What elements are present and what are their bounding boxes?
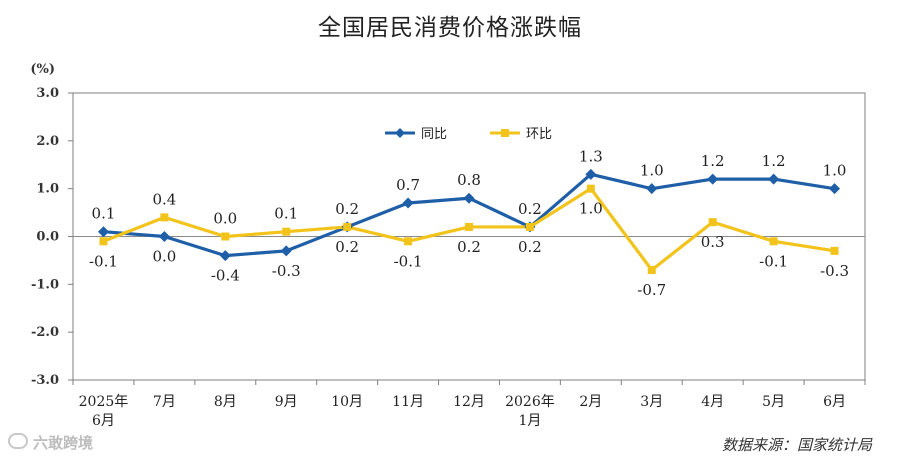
x-tick-label-line: 4月: [701, 394, 724, 410]
x-tick-label: 10月: [331, 394, 363, 410]
data-label-0: 1.2: [701, 152, 725, 170]
x-tick-label-line: 3月: [640, 394, 663, 410]
x-tick-label-line: 2026年: [505, 394, 555, 410]
y-tick-label: 0.0: [36, 230, 59, 245]
series-point-0: [280, 245, 292, 257]
x-tick-label: 2026年 1月: [505, 394, 555, 429]
x-tick-label: 12月: [453, 394, 485, 410]
data-label-0: 0.0: [152, 248, 176, 266]
data-label-0: 1.0: [823, 162, 847, 180]
x-tick-label-line: 6月: [823, 394, 846, 410]
series-point-0: [768, 173, 780, 185]
x-tick-label: 6月: [823, 394, 846, 410]
series-point-0: [707, 173, 719, 185]
plot-area: 3.0 2.0 1.0 0.0 -1.0 -2.0 -3.0 (%) 2025年 6月 7月 8月 9月…: [30, 62, 866, 429]
data-label-1: -0.3: [820, 262, 849, 280]
series-point-0: [158, 231, 170, 242]
data-label-0: 0.2: [335, 200, 359, 218]
series-point-1: [221, 232, 230, 241]
x-tick-label-line: 2月: [579, 394, 602, 410]
x-tick-label: 11月: [392, 394, 424, 410]
data-label-1: 0.1: [274, 205, 298, 223]
legend-marker-0: [395, 128, 405, 138]
x-tick-label-line: 6月: [92, 413, 115, 429]
watermark-text: 六敢跨境: [33, 434, 94, 452]
series-point-1: [586, 184, 595, 193]
series-point-1: [160, 213, 169, 222]
series-point-0: [97, 226, 109, 238]
series-point-1: [647, 265, 656, 274]
data-source-note: 数据来源：国家统计局: [721, 436, 872, 454]
series-point-0: [402, 197, 414, 209]
data-label-0: -0.3: [272, 262, 301, 280]
data-label-1: 0.2: [457, 238, 481, 256]
data-label-0: 0.2: [518, 200, 542, 218]
series-point-0: [585, 168, 597, 180]
data-label-0: 1.0: [640, 162, 664, 180]
series-point-0: [219, 250, 231, 262]
data-label-0: 0.8: [457, 171, 481, 189]
x-tick-label-line: 8月: [214, 394, 237, 410]
series-point-0: [829, 183, 841, 195]
data-label-1: -0.1: [759, 252, 788, 270]
x-tick-label-line: 7月: [153, 394, 176, 410]
series-point-0: [463, 192, 475, 204]
x-tick-label-line: 12月: [453, 394, 485, 410]
x-tick-label-line: 2025年: [79, 394, 129, 410]
watermark-icon: [8, 433, 28, 449]
data-label-1: 1.0: [579, 200, 603, 218]
data-label-0: 1.3: [579, 147, 603, 165]
series-point-1: [830, 246, 839, 255]
x-tick-label: 5月: [762, 394, 785, 410]
data-label-0: 1.2: [762, 152, 786, 170]
data-label-1: -0.1: [394, 252, 423, 270]
x-tick-label-line: 1月: [518, 413, 541, 429]
x-tick-label-line: 11月: [392, 394, 424, 410]
series-point-1: [465, 222, 473, 231]
x-tick-label: 7月: [153, 394, 176, 410]
legend-label-0: 同比: [421, 127, 447, 142]
x-tick-label-line: 10月: [331, 394, 363, 410]
data-label-1: -0.1: [89, 252, 118, 270]
x-tick-label: 9月: [275, 394, 298, 410]
y-unit-label: (%): [30, 62, 55, 77]
y-tick-label: -1.0: [31, 277, 59, 292]
x-tick-label: 2025年 6月: [79, 394, 129, 429]
x-tick-label-line: 5月: [762, 394, 785, 410]
y-tick-label: -3.0: [31, 373, 59, 388]
data-label-1: 0.3: [701, 233, 725, 251]
series-point-1: [769, 237, 778, 246]
y-tick-label: 2.0: [36, 134, 59, 149]
data-label-1: 0.2: [335, 238, 359, 256]
watermark: 六敢跨境: [8, 432, 93, 453]
y-tick-label: 3.0: [36, 86, 59, 101]
data-label-1: 0.2: [518, 238, 542, 256]
y-tick-label: -2.0: [31, 325, 59, 340]
series-point-1: [343, 222, 352, 231]
x-tick-label: 2月: [579, 394, 602, 410]
data-label-0: -0.4: [211, 267, 240, 285]
series-point-1: [525, 222, 534, 231]
legend-label-1: 环比: [526, 127, 552, 142]
data-label-1: 0.0: [213, 210, 237, 228]
series-point-1: [404, 237, 413, 246]
series-point-1: [282, 227, 291, 236]
chart-title: 全国居民消费价格涨跌幅: [318, 15, 582, 41]
y-tick-label: 1.0: [36, 182, 59, 197]
x-tick-label: 8月: [214, 394, 237, 410]
data-label-0: 0.7: [396, 176, 420, 194]
legend-marker-1: [501, 129, 509, 137]
x-tick-label: 3月: [640, 394, 663, 410]
series-point-0: [646, 183, 658, 195]
series-point-1: [99, 237, 108, 246]
data-label-1: 0.4: [152, 190, 176, 208]
series-point-1: [708, 218, 717, 227]
data-label-1: -0.7: [637, 281, 666, 299]
x-tick-label: 4月: [701, 394, 724, 410]
data-label-0: 0.1: [92, 205, 116, 223]
x-tick-label-line: 9月: [275, 394, 298, 410]
